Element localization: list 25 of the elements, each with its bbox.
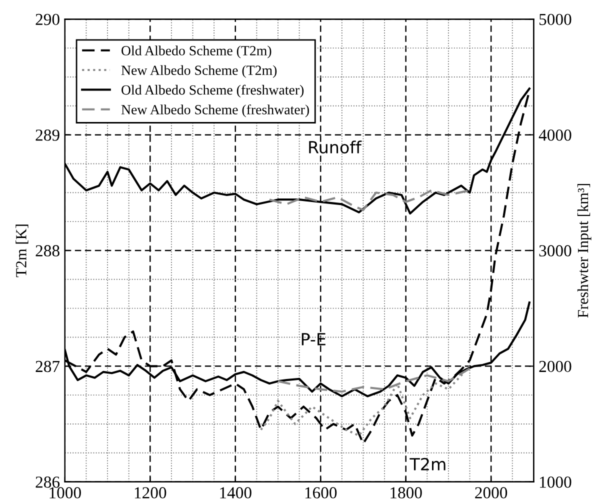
legend-label: New Albedo Scheme (T2m) bbox=[121, 65, 277, 78]
y-tick-label: 286 bbox=[36, 476, 60, 488]
annotation: P-E bbox=[302, 333, 326, 346]
x-tick-label: 1600 bbox=[305, 487, 337, 498]
annotation: T2m bbox=[410, 458, 446, 470]
legend-label: Old Albedo Scheme (freshwater) bbox=[122, 84, 304, 98]
x-tick-label: 1200 bbox=[134, 487, 166, 498]
y-tick-label: 288 bbox=[36, 245, 60, 256]
y2-tick-label: 3000 bbox=[539, 245, 572, 256]
y-tick-label: 290 bbox=[36, 14, 60, 26]
x-tick-label: 1800 bbox=[390, 487, 422, 498]
y2-axis-title: Freshwter Input [km³] bbox=[577, 184, 592, 318]
y-axis-title: T2m [K] bbox=[16, 224, 28, 278]
y2-tick-label: 5000 bbox=[540, 14, 572, 26]
annotation: Runoff bbox=[309, 140, 362, 154]
y2-tick-label: 2000 bbox=[539, 360, 572, 372]
y2-tick-label: 1000 bbox=[540, 476, 572, 488]
x-tick-label: 2000 bbox=[475, 487, 508, 498]
legend-label: New Albedo Scheme (freshwater) bbox=[121, 104, 309, 118]
x-tick-label: 1400 bbox=[220, 487, 252, 498]
y-tick-label: 289 bbox=[36, 130, 60, 141]
legend-label: Old Albedo Scheme (T2m) bbox=[122, 46, 272, 58]
y2-tick-label: 4000 bbox=[538, 130, 572, 141]
x-tick-label: 1000 bbox=[50, 487, 81, 498]
y-tick-label: 287 bbox=[36, 360, 60, 372]
